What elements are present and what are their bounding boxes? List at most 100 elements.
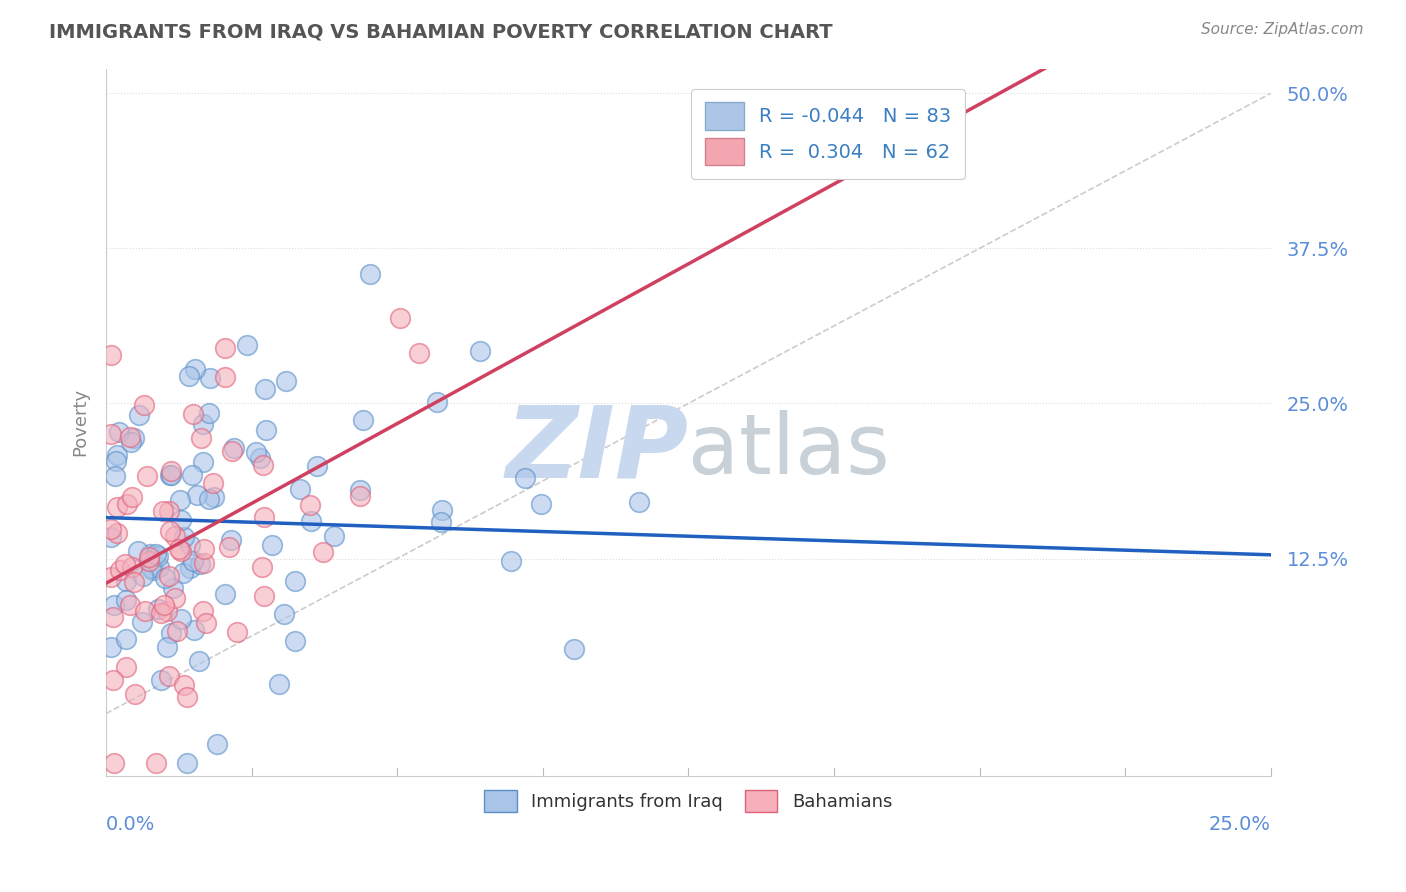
Point — [159, 467, 181, 482]
Point — [146, 549, 169, 563]
Point — [408, 346, 430, 360]
Legend: Immigrants from Iraq, Bahamians: Immigrants from Iraq, Bahamians — [477, 783, 900, 820]
Point — [118, 598, 141, 612]
Point — [165, 591, 187, 606]
Point — [190, 431, 212, 445]
Point — [105, 500, 128, 515]
Point — [349, 483, 371, 498]
Point — [139, 561, 162, 575]
Point — [101, 610, 124, 624]
Point — [262, 538, 284, 552]
Point — [214, 587, 236, 601]
Point — [221, 533, 243, 548]
Point — [115, 574, 138, 588]
Point — [187, 654, 209, 668]
Point — [159, 463, 181, 477]
Point — [136, 469, 159, 483]
Point — [138, 549, 160, 564]
Point — [157, 669, 180, 683]
Point — [224, 441, 246, 455]
Point — [104, 468, 127, 483]
Point — [191, 455, 214, 469]
Point — [267, 677, 290, 691]
Point — [184, 361, 207, 376]
Point — [273, 607, 295, 622]
Point — [100, 570, 122, 584]
Point — [152, 504, 174, 518]
Text: 25.0%: 25.0% — [1209, 814, 1271, 833]
Point — [188, 557, 211, 571]
Point — [160, 625, 183, 640]
Point — [167, 542, 190, 557]
Point — [145, 547, 167, 561]
Point — [149, 606, 172, 620]
Point — [564, 642, 586, 657]
Point — [149, 673, 172, 687]
Point — [148, 560, 170, 574]
Point — [100, 522, 122, 536]
Point — [180, 467, 202, 482]
Point — [284, 634, 307, 648]
Point — [162, 582, 184, 596]
Point — [226, 624, 249, 639]
Point — [194, 616, 217, 631]
Point — [284, 574, 307, 588]
Point — [249, 450, 271, 465]
Point — [132, 569, 155, 583]
Y-axis label: Poverty: Poverty — [72, 388, 89, 456]
Point — [105, 448, 128, 462]
Point — [191, 417, 214, 431]
Point — [146, 601, 169, 615]
Point — [176, 756, 198, 771]
Point — [121, 490, 143, 504]
Point — [252, 458, 274, 472]
Point — [105, 454, 128, 468]
Point — [145, 756, 167, 771]
Text: Source: ZipAtlas.com: Source: ZipAtlas.com — [1201, 22, 1364, 37]
Point — [134, 398, 156, 412]
Point — [179, 538, 201, 552]
Point — [205, 737, 228, 751]
Point — [100, 427, 122, 442]
Point — [530, 497, 553, 511]
Point — [142, 563, 165, 577]
Point — [426, 395, 449, 409]
Point — [202, 491, 225, 505]
Point — [193, 542, 215, 557]
Point — [152, 598, 174, 612]
Point — [138, 547, 160, 561]
Point — [134, 604, 156, 618]
Point — [299, 514, 322, 528]
Point — [114, 557, 136, 571]
Point — [181, 554, 204, 568]
Point — [103, 598, 125, 612]
Point — [214, 341, 236, 355]
Text: IMMIGRANTS FROM IRAQ VS BAHAMIAN POVERTY CORRELATION CHART: IMMIGRANTS FROM IRAQ VS BAHAMIAN POVERTY… — [49, 22, 832, 41]
Point — [170, 513, 193, 527]
Point — [193, 604, 215, 618]
Point — [127, 544, 149, 558]
Point — [153, 571, 176, 585]
Point — [100, 348, 122, 362]
Point — [131, 615, 153, 629]
Point — [307, 458, 329, 473]
Point — [198, 491, 221, 506]
Point — [115, 632, 138, 646]
Point — [121, 560, 143, 574]
Point — [430, 516, 453, 530]
Point — [120, 435, 142, 450]
Point — [299, 499, 322, 513]
Point — [628, 494, 651, 508]
Point — [274, 374, 297, 388]
Point — [122, 575, 145, 590]
Point — [256, 423, 278, 437]
Point — [176, 690, 198, 704]
Point — [157, 569, 180, 583]
Point — [159, 524, 181, 539]
Point — [513, 471, 536, 485]
Point — [221, 444, 243, 458]
Text: atlas: atlas — [689, 409, 890, 491]
Point — [183, 623, 205, 637]
Point — [110, 563, 132, 577]
Point — [105, 526, 128, 541]
